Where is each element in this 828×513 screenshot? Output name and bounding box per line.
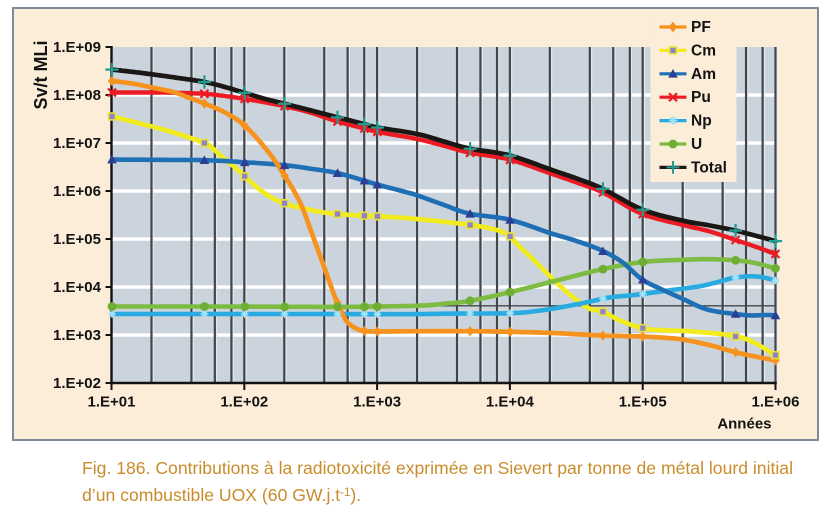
svg-text:1.E+03: 1.E+03 xyxy=(53,327,101,344)
svg-text:1.E+08: 1.E+08 xyxy=(53,87,101,104)
svg-text:1.E+09: 1.E+09 xyxy=(53,39,101,56)
svg-text:1.E+04: 1.E+04 xyxy=(486,394,535,411)
svg-text:Pu: Pu xyxy=(691,89,711,106)
svg-text:U: U xyxy=(691,136,702,153)
svg-text:1.E+02: 1.E+02 xyxy=(53,375,101,392)
svg-text:Np: Np xyxy=(691,113,712,130)
svg-text:Total: Total xyxy=(691,159,727,176)
svg-text:1.E+01: 1.E+01 xyxy=(88,394,136,411)
svg-text:1.E+06: 1.E+06 xyxy=(752,394,800,411)
svg-text:1.E+07: 1.E+07 xyxy=(53,135,101,152)
svg-text:PF: PF xyxy=(691,19,711,36)
svg-text:1.E+03: 1.E+03 xyxy=(353,394,401,411)
svg-text:Années: Années xyxy=(717,416,771,433)
svg-text:1.E+04: 1.E+04 xyxy=(53,279,102,296)
svg-text:1.E+02: 1.E+02 xyxy=(220,394,268,411)
svg-text:1.E+05: 1.E+05 xyxy=(53,231,101,248)
svg-text:1.E+05: 1.E+05 xyxy=(619,394,667,411)
svg-text:Am: Am xyxy=(691,66,716,83)
svg-text:Cm: Cm xyxy=(691,42,716,59)
svg-text:1.E+06: 1.E+06 xyxy=(53,183,101,200)
svg-text:Sv/t MLi: Sv/t MLi xyxy=(31,40,51,109)
